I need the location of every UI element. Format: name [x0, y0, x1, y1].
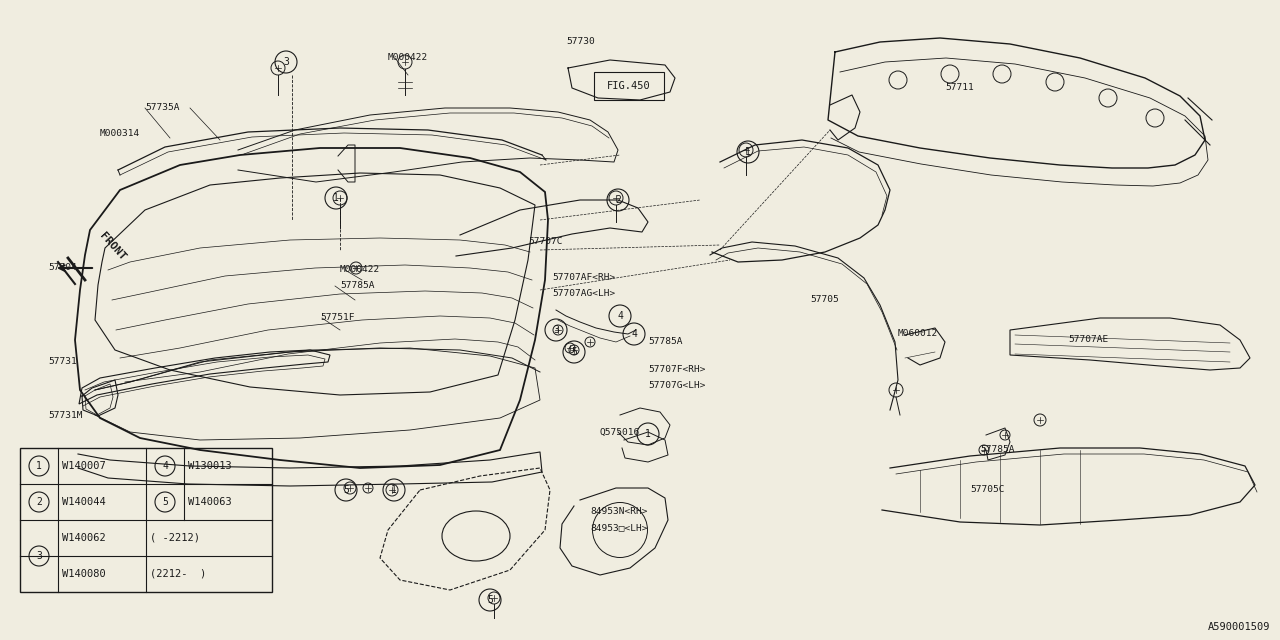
Text: W140080: W140080: [61, 569, 106, 579]
Text: 2: 2: [36, 497, 42, 507]
Text: 57735A: 57735A: [145, 104, 179, 113]
Text: W140044: W140044: [61, 497, 106, 507]
Text: W130013: W130013: [188, 461, 232, 471]
Text: 3: 3: [283, 57, 289, 67]
Text: W140063: W140063: [188, 497, 232, 507]
Text: 57731M: 57731M: [49, 410, 82, 419]
Text: 5: 5: [488, 595, 493, 605]
Text: 4: 4: [617, 311, 623, 321]
Text: 57704: 57704: [49, 264, 77, 273]
Text: M060012: M060012: [899, 330, 938, 339]
Text: 84953□<LH>: 84953□<LH>: [590, 524, 648, 532]
Text: 57707F<RH>: 57707F<RH>: [648, 365, 705, 374]
Text: 57730: 57730: [566, 38, 595, 47]
Text: Q575016: Q575016: [600, 428, 640, 436]
Text: FIG.450: FIG.450: [607, 81, 650, 91]
Text: W140062: W140062: [61, 533, 106, 543]
Bar: [20, 448, 273, 592]
Text: FRONT: FRONT: [99, 230, 128, 262]
Text: 1: 1: [36, 461, 42, 471]
Text: 57707AF<RH>: 57707AF<RH>: [552, 273, 616, 282]
Text: 57707AE: 57707AE: [1068, 335, 1108, 344]
Text: 1: 1: [745, 147, 751, 157]
Text: 57705C: 57705C: [970, 486, 1005, 495]
Text: M000422: M000422: [340, 266, 380, 275]
Text: W140007: W140007: [61, 461, 106, 471]
Text: 5: 5: [571, 347, 577, 357]
Text: 57705: 57705: [810, 296, 838, 305]
Text: 4: 4: [631, 329, 637, 339]
Text: ( -2212): ( -2212): [150, 533, 200, 543]
Text: 4: 4: [163, 461, 168, 471]
Text: 1: 1: [333, 193, 339, 203]
Bar: [594, 72, 664, 100]
Text: A590001509: A590001509: [1207, 622, 1270, 632]
Text: 5: 5: [163, 497, 168, 507]
Text: 57707AG<LH>: 57707AG<LH>: [552, 289, 616, 298]
Text: (2212-  ): (2212- ): [150, 569, 206, 579]
Text: M000422: M000422: [388, 54, 429, 63]
Text: 5: 5: [343, 485, 349, 495]
Text: 57751F: 57751F: [320, 314, 355, 323]
Text: 2: 2: [616, 195, 621, 205]
Text: 57711: 57711: [945, 83, 974, 93]
Text: 57731: 57731: [49, 358, 77, 367]
Text: 3: 3: [36, 551, 42, 561]
Text: 57707C: 57707C: [529, 237, 562, 246]
Text: 57785A: 57785A: [648, 337, 682, 346]
Text: 84953N<RH>: 84953N<RH>: [590, 508, 648, 516]
Text: 57707G<LH>: 57707G<LH>: [648, 381, 705, 390]
Text: 1: 1: [392, 485, 397, 495]
Text: 3: 3: [553, 325, 559, 335]
Text: 1: 1: [645, 429, 652, 439]
Text: 57785A: 57785A: [980, 445, 1015, 454]
Text: 57785A: 57785A: [340, 282, 375, 291]
Text: M000314: M000314: [100, 129, 141, 138]
